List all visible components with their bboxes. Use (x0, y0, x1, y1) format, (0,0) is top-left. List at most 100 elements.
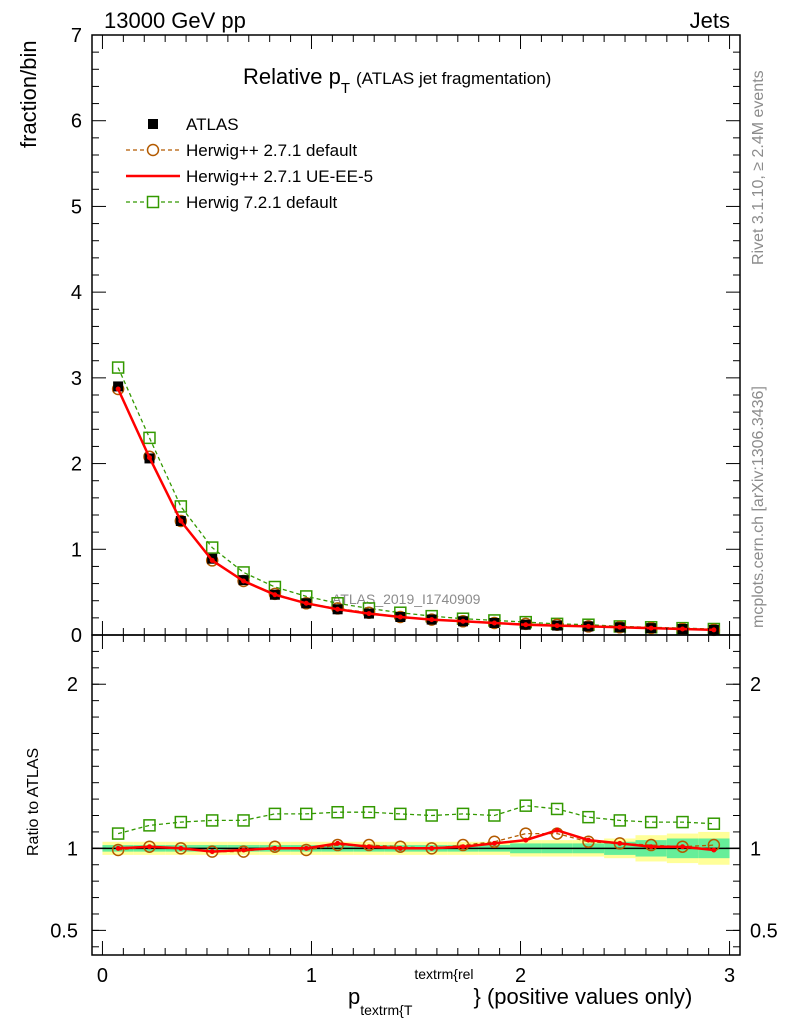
ratio-point-herwig-7-2-1-default-0 (111, 827, 125, 840)
ratio-point-herwig-2-7-1-ue-ee-5-14 (554, 827, 560, 833)
x-axis-label: ptextrm{Ttextrm{rel} (positive values on… (348, 966, 692, 1018)
ratio-point-herwig-7-2-1-default-17 (644, 815, 658, 829)
ratio-y-tick-label-1: 1 (67, 838, 78, 860)
top-point-herwig-2-7-1-ue-ee-5-10 (429, 617, 435, 623)
ratio-point-herwig-7-2-1-default-14 (550, 802, 564, 816)
ratio-point-herwig-7-2-1-default-11 (456, 807, 470, 821)
ratio-point-herwig-2-7-1-default-4 (237, 845, 250, 858)
x-tick-label-3: 3 (724, 965, 735, 987)
top-y-tick-label-0: 0 (71, 625, 82, 647)
analysis-watermark: ATLAS_2019_I1740909 (332, 591, 481, 607)
ratio-point-herwig-2-7-1-ue-ee-5-16 (617, 840, 623, 846)
ratio-point-herwig-7-2-1-default-9 (394, 807, 407, 821)
legend-item-herwig-default: Herwig++ 2.7.1 default (126, 141, 357, 160)
legend-item-herwig7: Herwig 7.2.1 default (126, 193, 337, 212)
ratio-point-herwig-7-2-1-default-5 (268, 807, 282, 821)
top-point-herwig-2-7-1-ue-ee-5-9 (397, 614, 403, 620)
ratio-point-herwig-7-2-1-default-10 (425, 809, 438, 822)
ratio-point-herwig-2-7-1-ue-ee-5-4 (241, 847, 247, 853)
ratio-point-herwig-7-2-1-default-19 (707, 817, 721, 830)
top-point-herwig-2-7-1-ue-ee-5-6 (303, 600, 309, 606)
top-point-atlas-0 (113, 381, 124, 392)
ratio-point-herwig-7-2-1-default-4 (237, 814, 250, 827)
top-point-herwig-7-2-1-default-3 (205, 541, 219, 554)
ratio-point-herwig-2-7-1-ue-ee-5-13 (523, 837, 529, 843)
ratio-point-herwig-2-7-1-ue-ee-5-2 (178, 845, 184, 851)
legend-item-atlas: ATLAS (148, 115, 239, 134)
svg-text:ATLAS: ATLAS (186, 115, 239, 134)
ratio-point-herwig-7-2-1-default-2 (174, 815, 188, 829)
top-point-herwig-2-7-1-ue-ee-5-7 (335, 606, 341, 612)
top-series-line-herwig-2-7-1-ue-ee-5 (116, 388, 714, 632)
ratio-point-herwig-7-2-1-default-6 (300, 807, 313, 821)
ratio-point-herwig-2-7-1-default-0 (111, 843, 125, 857)
top-point-herwig-2-7-1-ue-ee-5-14 (554, 623, 560, 629)
ratio-point-herwig-2-7-1-ue-ee-5-11 (460, 844, 466, 850)
ratio-y-tick-label-2: 2 (67, 674, 78, 696)
top-y-axis-label: fraction/bin (16, 40, 41, 148)
ratio-point-herwig-2-7-1-default-5 (268, 840, 282, 853)
svg-text:Herwig 7.2.1 default: Herwig 7.2.1 default (186, 193, 337, 212)
ratio-point-herwig-7-2-1-default-16 (613, 814, 627, 827)
ratio-y-tick-label-right-0: 0.5 (750, 920, 778, 942)
top-point-herwig-2-7-1-ue-ee-5-3 (209, 557, 215, 563)
ratio-point-herwig-7-2-1-default-8 (362, 805, 376, 819)
legend-marker-atlas (148, 119, 158, 129)
ratio-point-herwig-7-2-1-default-1 (143, 819, 156, 832)
top-point-herwig-2-7-1-ue-ee-5-2 (178, 518, 184, 524)
ratio-series-line-herwig-7-2-1-default (117, 805, 714, 835)
ratio-point-herwig-2-7-1-ue-ee-5-6 (303, 845, 309, 851)
ratio-point-herwig-2-7-1-ue-ee-5-0 (115, 845, 121, 851)
top-point-herwig-2-7-1-ue-ee-5-0 (115, 386, 121, 392)
top-point-herwig-2-7-1-ue-ee-5-19 (711, 627, 717, 633)
top-y-tick-label-6: 6 (71, 111, 82, 133)
ratio-point-herwig-2-7-1-ue-ee-5-10 (429, 845, 435, 851)
ratio-point-herwig-2-7-1-ue-ee-5-19 (711, 847, 717, 853)
top-point-herwig-7-2-1-default-2 (174, 500, 188, 513)
ratio-point-herwig-2-7-1-ue-ee-5-15 (585, 837, 591, 843)
ratio-point-herwig-7-2-1-default-18 (676, 815, 689, 829)
top-point-herwig-7-2-1-default-0 (111, 361, 125, 374)
header-left-label: 13000 GeV pp (104, 8, 246, 33)
top-series-line-herwig-7-2-1-default (117, 367, 714, 630)
ratio-point-herwig-2-7-1-ue-ee-5-7 (335, 840, 341, 846)
ratio-point-herwig-7-2-1-default-15 (582, 810, 595, 824)
header-right-label: Jets (690, 8, 730, 33)
top-y-tick-label-7: 7 (71, 25, 82, 47)
top-point-herwig-2-7-1-ue-ee-5-12 (491, 620, 497, 626)
ratio-point-herwig-7-2-1-default-7 (331, 805, 344, 819)
x-tick-label-0: 0 (97, 965, 108, 987)
top-point-herwig-2-7-1-ue-ee-5-4 (241, 578, 247, 584)
top-point-herwig-2-7-1-ue-ee-5-1 (146, 455, 152, 461)
svg-text:Herwig++ 2.7.1 default: Herwig++ 2.7.1 default (186, 141, 357, 160)
top-y-tick-label-5: 5 (71, 196, 82, 218)
ratio-point-herwig-7-2-1-default-13 (519, 799, 532, 812)
axes-layer: 0 1 2 3 4 5 6 7 0.5 0.5 1 1 2 2 0 1 2 3 (50, 25, 778, 987)
top-y-tick-label-3: 3 (71, 368, 82, 390)
ratio-panel-frame (91, 634, 741, 956)
legend-marker-herwig7 (146, 195, 160, 209)
ratio-point-herwig-2-7-1-default-9 (394, 840, 407, 853)
top-y-tick-label-4: 4 (71, 282, 82, 304)
ratio-point-herwig-2-7-1-ue-ee-5-17 (648, 844, 654, 850)
x-tick-label-2: 2 (515, 965, 526, 987)
top-point-herwig-7-2-1-default-1 (143, 431, 156, 445)
rivet-version-label: Rivet 3.1.10, ≥ 2.4M events (750, 70, 767, 265)
ratio-y-tick-label-right-1: 1 (750, 838, 761, 860)
ratio-point-herwig-2-7-1-ue-ee-5-18 (680, 844, 686, 850)
ratio-point-herwig-2-7-1-ue-ee-5-1 (146, 844, 152, 850)
ratio-y-tick-label-right-2: 2 (750, 674, 761, 696)
ratio-panel-layer (92, 799, 740, 865)
svg-text:Herwig++ 2.7.1 UE-EE-5: Herwig++ 2.7.1 UE-EE-5 (186, 167, 373, 186)
top-point-herwig-2-7-1-ue-ee-5-18 (680, 626, 686, 632)
top-y-tick-label-2: 2 (71, 454, 82, 476)
ratio-point-herwig-2-7-1-ue-ee-5-3 (209, 849, 215, 855)
ratio-point-herwig-2-7-1-ue-ee-5-8 (366, 844, 372, 850)
ratio-point-herwig-2-7-1-ue-ee-5-12 (491, 840, 497, 846)
ratio-point-herwig-7-2-1-default-3 (205, 814, 219, 827)
legend-marker-herwig-default (146, 143, 160, 157)
mcplots-reference-label: mcplots.cern.ch [arXiv:1306.3436] (750, 386, 767, 628)
ratio-point-herwig-2-7-1-ue-ee-5-5 (272, 845, 278, 851)
